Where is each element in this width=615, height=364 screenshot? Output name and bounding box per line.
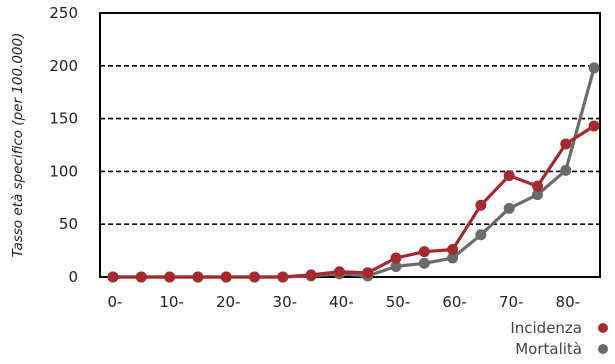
data-point — [277, 271, 289, 283]
data-point — [418, 257, 430, 269]
y-tick-label: 200 — [49, 57, 78, 75]
data-point — [333, 266, 345, 278]
data-point — [249, 271, 260, 283]
data-point — [475, 199, 487, 211]
x-tick-label: 0- — [108, 293, 123, 311]
legend-item: Mortalità — [515, 340, 608, 358]
data-point — [192, 271, 204, 283]
x-tick-label: 60- — [442, 293, 467, 311]
y-tick-label: 250 — [49, 4, 78, 22]
series-line — [113, 67, 596, 279]
data-point — [588, 120, 600, 132]
data-point — [532, 189, 543, 201]
data-point — [447, 252, 459, 264]
data-point — [390, 252, 402, 264]
data-point — [475, 229, 487, 241]
grid-lines — [100, 65, 600, 225]
x-tick-label: 80- — [556, 293, 581, 311]
data-point — [362, 267, 374, 279]
legend-label: Mortalità — [515, 340, 582, 358]
x-tick-label: 70- — [499, 293, 524, 311]
x-tick-label: 10- — [159, 293, 184, 311]
data-series — [107, 62, 600, 283]
y-tick-label: 0 — [68, 268, 78, 286]
data-point — [503, 170, 515, 182]
series-incidenza — [107, 120, 600, 283]
y-tick-label: 150 — [49, 110, 78, 128]
data-point — [418, 246, 430, 258]
data-point — [220, 271, 232, 283]
data-point — [305, 269, 317, 281]
plot-area-frame — [99, 12, 601, 278]
legend-marker — [598, 344, 608, 354]
x-tick-label: 30- — [273, 293, 298, 311]
series-mortalit- — [107, 62, 600, 283]
legend-marker — [598, 323, 608, 333]
x-axis-tick-labels: 0- 10- 20- 30- 40- 50- 60- 70- 80- — [108, 293, 581, 311]
data-point — [447, 244, 459, 256]
data-point — [560, 138, 572, 150]
data-point — [503, 202, 515, 214]
data-point — [588, 62, 600, 74]
x-tick-label: 50- — [386, 293, 411, 311]
y-tick-label: 50 — [59, 215, 78, 233]
y-tick-label: 100 — [49, 162, 78, 180]
y-axis-tick-labels: 0 50 100 150 200 250 — [49, 4, 78, 286]
data-point — [164, 271, 176, 283]
data-point — [390, 260, 402, 272]
legend: Incidenza Mortalità — [510, 319, 608, 358]
x-tick-label: 20- — [216, 293, 241, 311]
y-axis-title: Tasso età specifico (per 100.000) — [10, 33, 26, 258]
data-point — [560, 164, 572, 176]
data-point — [107, 271, 119, 283]
x-tick-label: 40- — [329, 293, 354, 311]
data-point — [532, 180, 543, 192]
legend-item: Incidenza — [510, 319, 608, 337]
legend-label: Incidenza — [510, 319, 582, 337]
data-point — [135, 271, 147, 283]
